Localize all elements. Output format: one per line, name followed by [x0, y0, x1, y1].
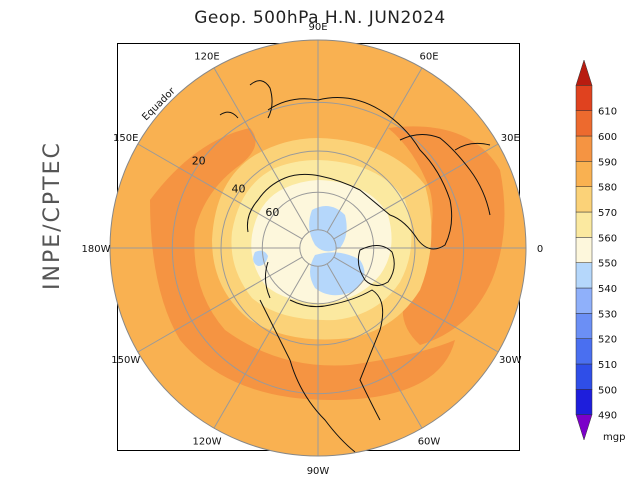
- meridian-120: [213, 67, 310, 233]
- map-title: Geop. 500hPa H.N. JUN2024: [194, 8, 446, 28]
- lon-label-30w: 30W: [499, 355, 522, 366]
- lon-label-90e: 90E: [308, 22, 327, 33]
- coast-north-america: [259, 261, 384, 453]
- colorbar-label-610: 610: [598, 107, 617, 118]
- colorbar-swatch-1: [575, 389, 593, 415]
- coastlines: [219, 80, 491, 453]
- latitude-labels: 60 40 20: [192, 154, 280, 219]
- band-590-600-west: [150, 128, 455, 400]
- lat-label-60: 60: [265, 206, 279, 219]
- colorbar-swatch-10: [575, 161, 593, 187]
- colorbar-swatch-11: [575, 135, 593, 162]
- colorbar-label-600: 600: [598, 132, 617, 143]
- colorbar-swatch-0: [575, 414, 593, 441]
- colorbar-label-490: 490: [598, 411, 617, 422]
- lon-label-120w: 120W: [193, 436, 222, 447]
- lon-label-150w: 150W: [111, 355, 140, 366]
- colorbar-label-520: 520: [598, 335, 617, 346]
- lon-label-30e: 30E: [501, 133, 520, 144]
- colorbar-label-510: 510: [598, 360, 617, 371]
- lon-label-180w: 180W: [82, 244, 111, 255]
- colorbar-swatch-5: [575, 287, 593, 314]
- colorbar: 490 500 510 520 530 540 550 560 570 580 590 600 610: [575, 59, 617, 441]
- low-east-siberia: [309, 206, 347, 252]
- colorbar-swatch-2: [575, 363, 593, 390]
- low-hudson: [310, 252, 365, 296]
- lon-label-0: 0: [537, 244, 543, 255]
- coast-eurasia: [247, 97, 453, 250]
- colorbar-swatch-13: [575, 85, 593, 111]
- coast-arabia-india: [219, 80, 273, 119]
- meridian-210: [137, 256, 303, 353]
- lon-label-150e: 150E: [113, 133, 138, 144]
- colorbar-swatch-8: [575, 211, 593, 238]
- colorbar-swatch-6: [575, 262, 593, 289]
- colorbar-label-500: 500: [598, 385, 617, 396]
- meridian-240: [213, 263, 310, 429]
- geopotential-fields: [110, 40, 526, 456]
- lon-label-60e: 60E: [419, 52, 438, 63]
- graticule: [110, 40, 526, 456]
- meridian-60: [326, 67, 423, 233]
- colorbar-swatch-7: [575, 237, 593, 263]
- lat-label-40: 40: [232, 182, 246, 195]
- colorbar-swatch-4: [575, 313, 593, 339]
- colorbar-swatch-9: [575, 186, 593, 213]
- colorbar-label-560: 560: [598, 233, 617, 244]
- colorbar-unit: mgp: [603, 432, 625, 443]
- meridian-30: [333, 143, 499, 240]
- coast-europe-africa: [399, 134, 491, 216]
- lon-label-60w: 60W: [418, 436, 441, 447]
- colorbar-label-540: 540: [598, 284, 617, 295]
- lon-label-90w: 90W: [307, 466, 330, 477]
- hemisphere-boundary: [109, 39, 527, 457]
- colorbar-label-530: 530: [598, 309, 617, 320]
- colorbar-swatch-12: [575, 110, 593, 137]
- colorbar-label-590: 590: [598, 157, 617, 168]
- colorbar-swatch-14: [575, 59, 593, 86]
- longitude-labels: 90E 60E 30E 0 30W 60W 90W 120W 150W 180W 150E 120E: [82, 22, 544, 477]
- colorbar-label-580: 580: [598, 183, 617, 194]
- meridian-150: [137, 143, 303, 240]
- coast-greenland: [357, 245, 395, 286]
- colorbar-swatch-3: [575, 338, 593, 365]
- lat-label-20: 20: [192, 154, 206, 167]
- colorbar-label-570: 570: [598, 208, 617, 219]
- meridian-300: [326, 263, 423, 429]
- colorbar-label-550: 550: [598, 259, 617, 270]
- lon-label-120e: 120E: [194, 52, 219, 63]
